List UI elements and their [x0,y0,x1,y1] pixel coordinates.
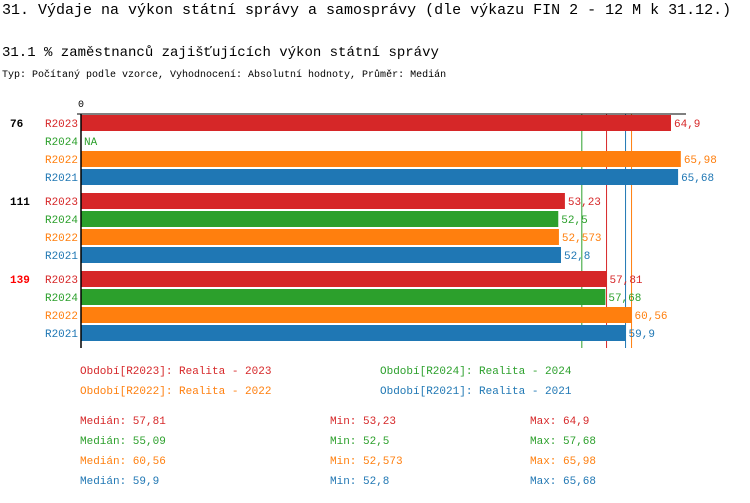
bar-R2021 [81,325,626,341]
series-label: R2022 [45,155,78,167]
x-tick-label: 0 [78,100,84,111]
bar-R2023 [81,271,607,287]
bar-R2021 [81,169,679,185]
data-label: 57,68 [608,293,641,305]
stat-median: Medián: 60,56 [80,456,166,468]
chart-info: Typ: Počítaný podle vzorce, Vyhodnocení:… [2,68,446,81]
stat-median: Medián: 59,9 [80,476,159,488]
bar-R2022 [81,307,632,323]
data-label: 60,56 [635,311,668,323]
series-label: R2024 [45,215,78,227]
legend: Období[R2023]: Realita - 2023 Období[R202… [80,366,572,398]
data-label: 52,5 [561,215,587,227]
data-label: 52,8 [564,251,590,263]
bar-R2023 [81,115,671,131]
data-label: 65,68 [681,173,714,185]
chart-subtitle: 31.1 % zaměstnanců zajišťujících výkon s… [2,45,439,61]
stat-min: Min: 53,23 [330,416,396,428]
stat-max: Max: 65,98 [530,456,596,468]
legend-item-R2021: Období[R2021]: Realita - 2021 [380,386,572,398]
stat-min: Min: 52,5 [330,436,389,448]
bar-R2024 [81,211,559,227]
data-label: 57,81 [610,275,643,287]
page-title: 31. Výdaje na výkon státní správy a samo… [2,2,731,19]
stat-median: Medián: 57,81 [80,416,166,428]
data-label: 52,573 [562,233,602,245]
group-label: 111 [10,197,30,209]
series-label: R2022 [45,311,78,323]
stat-max: Max: 64,9 [530,416,589,428]
series-label: R2022 [45,233,78,245]
data-label: NA [84,137,98,149]
series-label: R2021 [45,173,78,185]
bar-R2022 [81,151,681,167]
legend-item-R2023: Období[R2023]: Realita - 2023 [80,366,271,378]
series-label: R2021 [45,329,78,341]
legend-item-R2022: Období[R2022]: Realita - 2022 [80,386,271,398]
stat-max: Max: 65,68 [530,476,596,488]
stats-table: Medián: 57,81 Min: 53,23 Max: 64,9 Medián: … [80,416,596,488]
legend-item-R2024: Období[R2024]: Realita - 2024 [380,366,572,378]
series-label: R2021 [45,251,78,263]
series-label: R2024 [45,293,78,305]
stat-max: Max: 57,68 [530,436,596,448]
data-label: 59,9 [629,329,655,341]
bar-R2024 [81,289,606,305]
data-label: 65,98 [684,155,717,167]
series-label: R2023 [45,275,78,287]
series-label: R2023 [45,119,78,131]
group-label: 76 [10,119,23,131]
bar-R2021 [81,247,561,263]
series-label: R2023 [45,197,78,209]
stat-min: Min: 52,8 [330,476,389,488]
plot-area: 76 R2023 64,9 R2024 NA R2022 65,98 R2021 65,68 11… [10,100,717,348]
bar-R2022 [81,229,559,245]
stat-min: Min: 52,573 [330,456,403,468]
data-label: 64,9 [674,119,700,131]
bar-R2023 [81,193,565,209]
series-label: R2024 [45,137,78,149]
stat-median: Medián: 55,09 [80,436,166,448]
group-label: 139 [10,275,30,287]
data-label: 53,23 [568,197,601,209]
